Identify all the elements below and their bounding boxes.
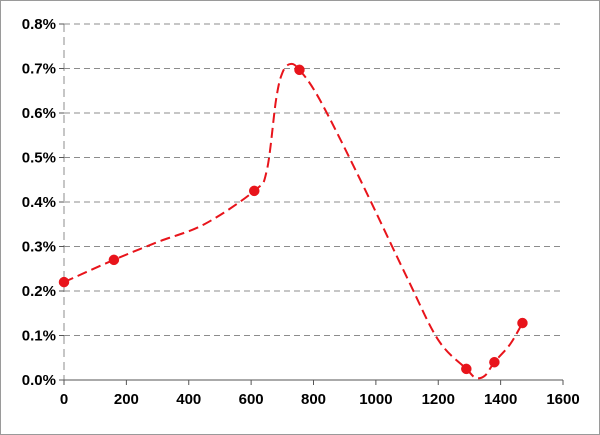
x-tick-label: 1000 <box>359 391 392 408</box>
data-point <box>58 276 70 288</box>
y-tick-label: 0.6% <box>22 105 56 122</box>
x-tick-label: 600 <box>239 391 264 408</box>
y-tick-label: 0.8% <box>22 16 56 33</box>
y-tick-label: 0.0% <box>22 372 56 389</box>
y-tick-label: 0.4% <box>22 194 56 211</box>
y-tick-label: 0.7% <box>22 61 56 78</box>
y-tick-label: 0.1% <box>22 328 56 345</box>
x-tick-label: 1400 <box>484 391 517 408</box>
axes <box>59 23 564 385</box>
x-tick-label: 400 <box>176 391 201 408</box>
series-line <box>63 62 524 380</box>
x-tick-label: 1200 <box>422 391 455 408</box>
data-point <box>517 317 528 329</box>
data-point <box>248 185 260 197</box>
x-tick-label: 200 <box>114 391 139 408</box>
x-tick-label: 0 <box>60 391 68 408</box>
y-tick-labels: 0.0% 0.1% 0.2% 0.3% 0.4% 0.5% 0.6% 0.7% 0.8% <box>22 16 56 389</box>
data-series <box>58 62 528 380</box>
y-tick-label: 0.5% <box>22 150 56 167</box>
y-tick-label: 0.2% <box>22 283 56 300</box>
y-tick-label: 0.3% <box>22 239 56 256</box>
data-point <box>489 356 500 368</box>
gridlines <box>64 23 563 336</box>
x-tick-labels: 0 200 400 600 800 1000 1200 1400 1600 <box>60 391 580 408</box>
data-point <box>108 254 120 266</box>
x-tick-label: 1600 <box>546 391 579 408</box>
data-point <box>294 64 305 76</box>
x-tick-label: 800 <box>301 391 326 408</box>
data-point <box>461 363 472 375</box>
